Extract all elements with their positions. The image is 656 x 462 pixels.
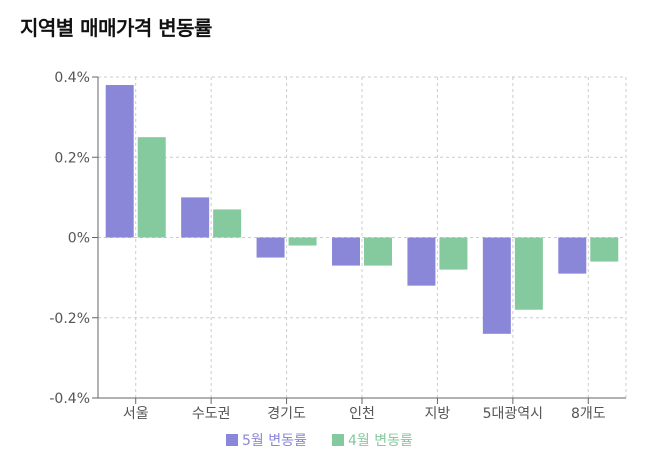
- legend-label: 4월 변동률: [348, 433, 413, 449]
- axes: [92, 76, 626, 404]
- y-tick-label: 0.4%: [54, 70, 90, 86]
- bar-may-6[interactable]: [558, 237, 587, 274]
- y-tick-label: 0%: [68, 231, 90, 247]
- x-tick-labels: 서울 수도권 경기도 인천 지방 5대광역시 8개도: [123, 406, 606, 422]
- x-tick-label: 서울: [123, 406, 149, 422]
- bar-may-4[interactable]: [407, 237, 436, 286]
- legend[interactable]: 5월 변동률 4월 변동률: [226, 433, 413, 449]
- grid-lines: [98, 76, 627, 399]
- y-tick-label: -0.2%: [49, 311, 90, 327]
- bar-may-1[interactable]: [181, 197, 210, 238]
- legend-swatch: [226, 434, 238, 446]
- bar-may-2[interactable]: [256, 237, 285, 258]
- x-tick-label: 경기도: [267, 406, 306, 422]
- bar-may-5[interactable]: [482, 237, 511, 334]
- legend-item-may[interactable]: 5월 변동률: [226, 433, 307, 449]
- y-tick-label: -0.4%: [49, 391, 90, 407]
- bar-may-3[interactable]: [332, 237, 360, 266]
- x-tick-label: 지방: [425, 406, 451, 422]
- bar-april-0[interactable]: [137, 137, 166, 238]
- chart-title: 지역별 매매가격 변동률: [20, 16, 212, 40]
- x-tick-label: 인천: [349, 406, 375, 422]
- y-tick-labels: 0.4% 0.2% 0% -0.2% -0.4%: [49, 70, 90, 407]
- bar-april-1[interactable]: [213, 209, 242, 238]
- bar-april-2[interactable]: [288, 237, 317, 246]
- x-tick-label: 5대광역시: [483, 406, 543, 422]
- y-tick-label: 0.2%: [54, 150, 90, 166]
- x-tick-label: 수도권: [192, 406, 231, 422]
- legend-swatch: [332, 434, 344, 446]
- bars: [105, 85, 619, 334]
- bar-april-3[interactable]: [364, 237, 392, 266]
- bar-april-5[interactable]: [514, 237, 543, 310]
- legend-item-april[interactable]: 4월 변동률: [332, 433, 413, 449]
- x-tick-label: 8개도: [571, 406, 606, 422]
- bar-april-6[interactable]: [590, 237, 619, 262]
- legend-label: 5월 변동률: [242, 433, 307, 449]
- bar-may-0[interactable]: [105, 85, 134, 238]
- bar-april-4[interactable]: [439, 237, 468, 270]
